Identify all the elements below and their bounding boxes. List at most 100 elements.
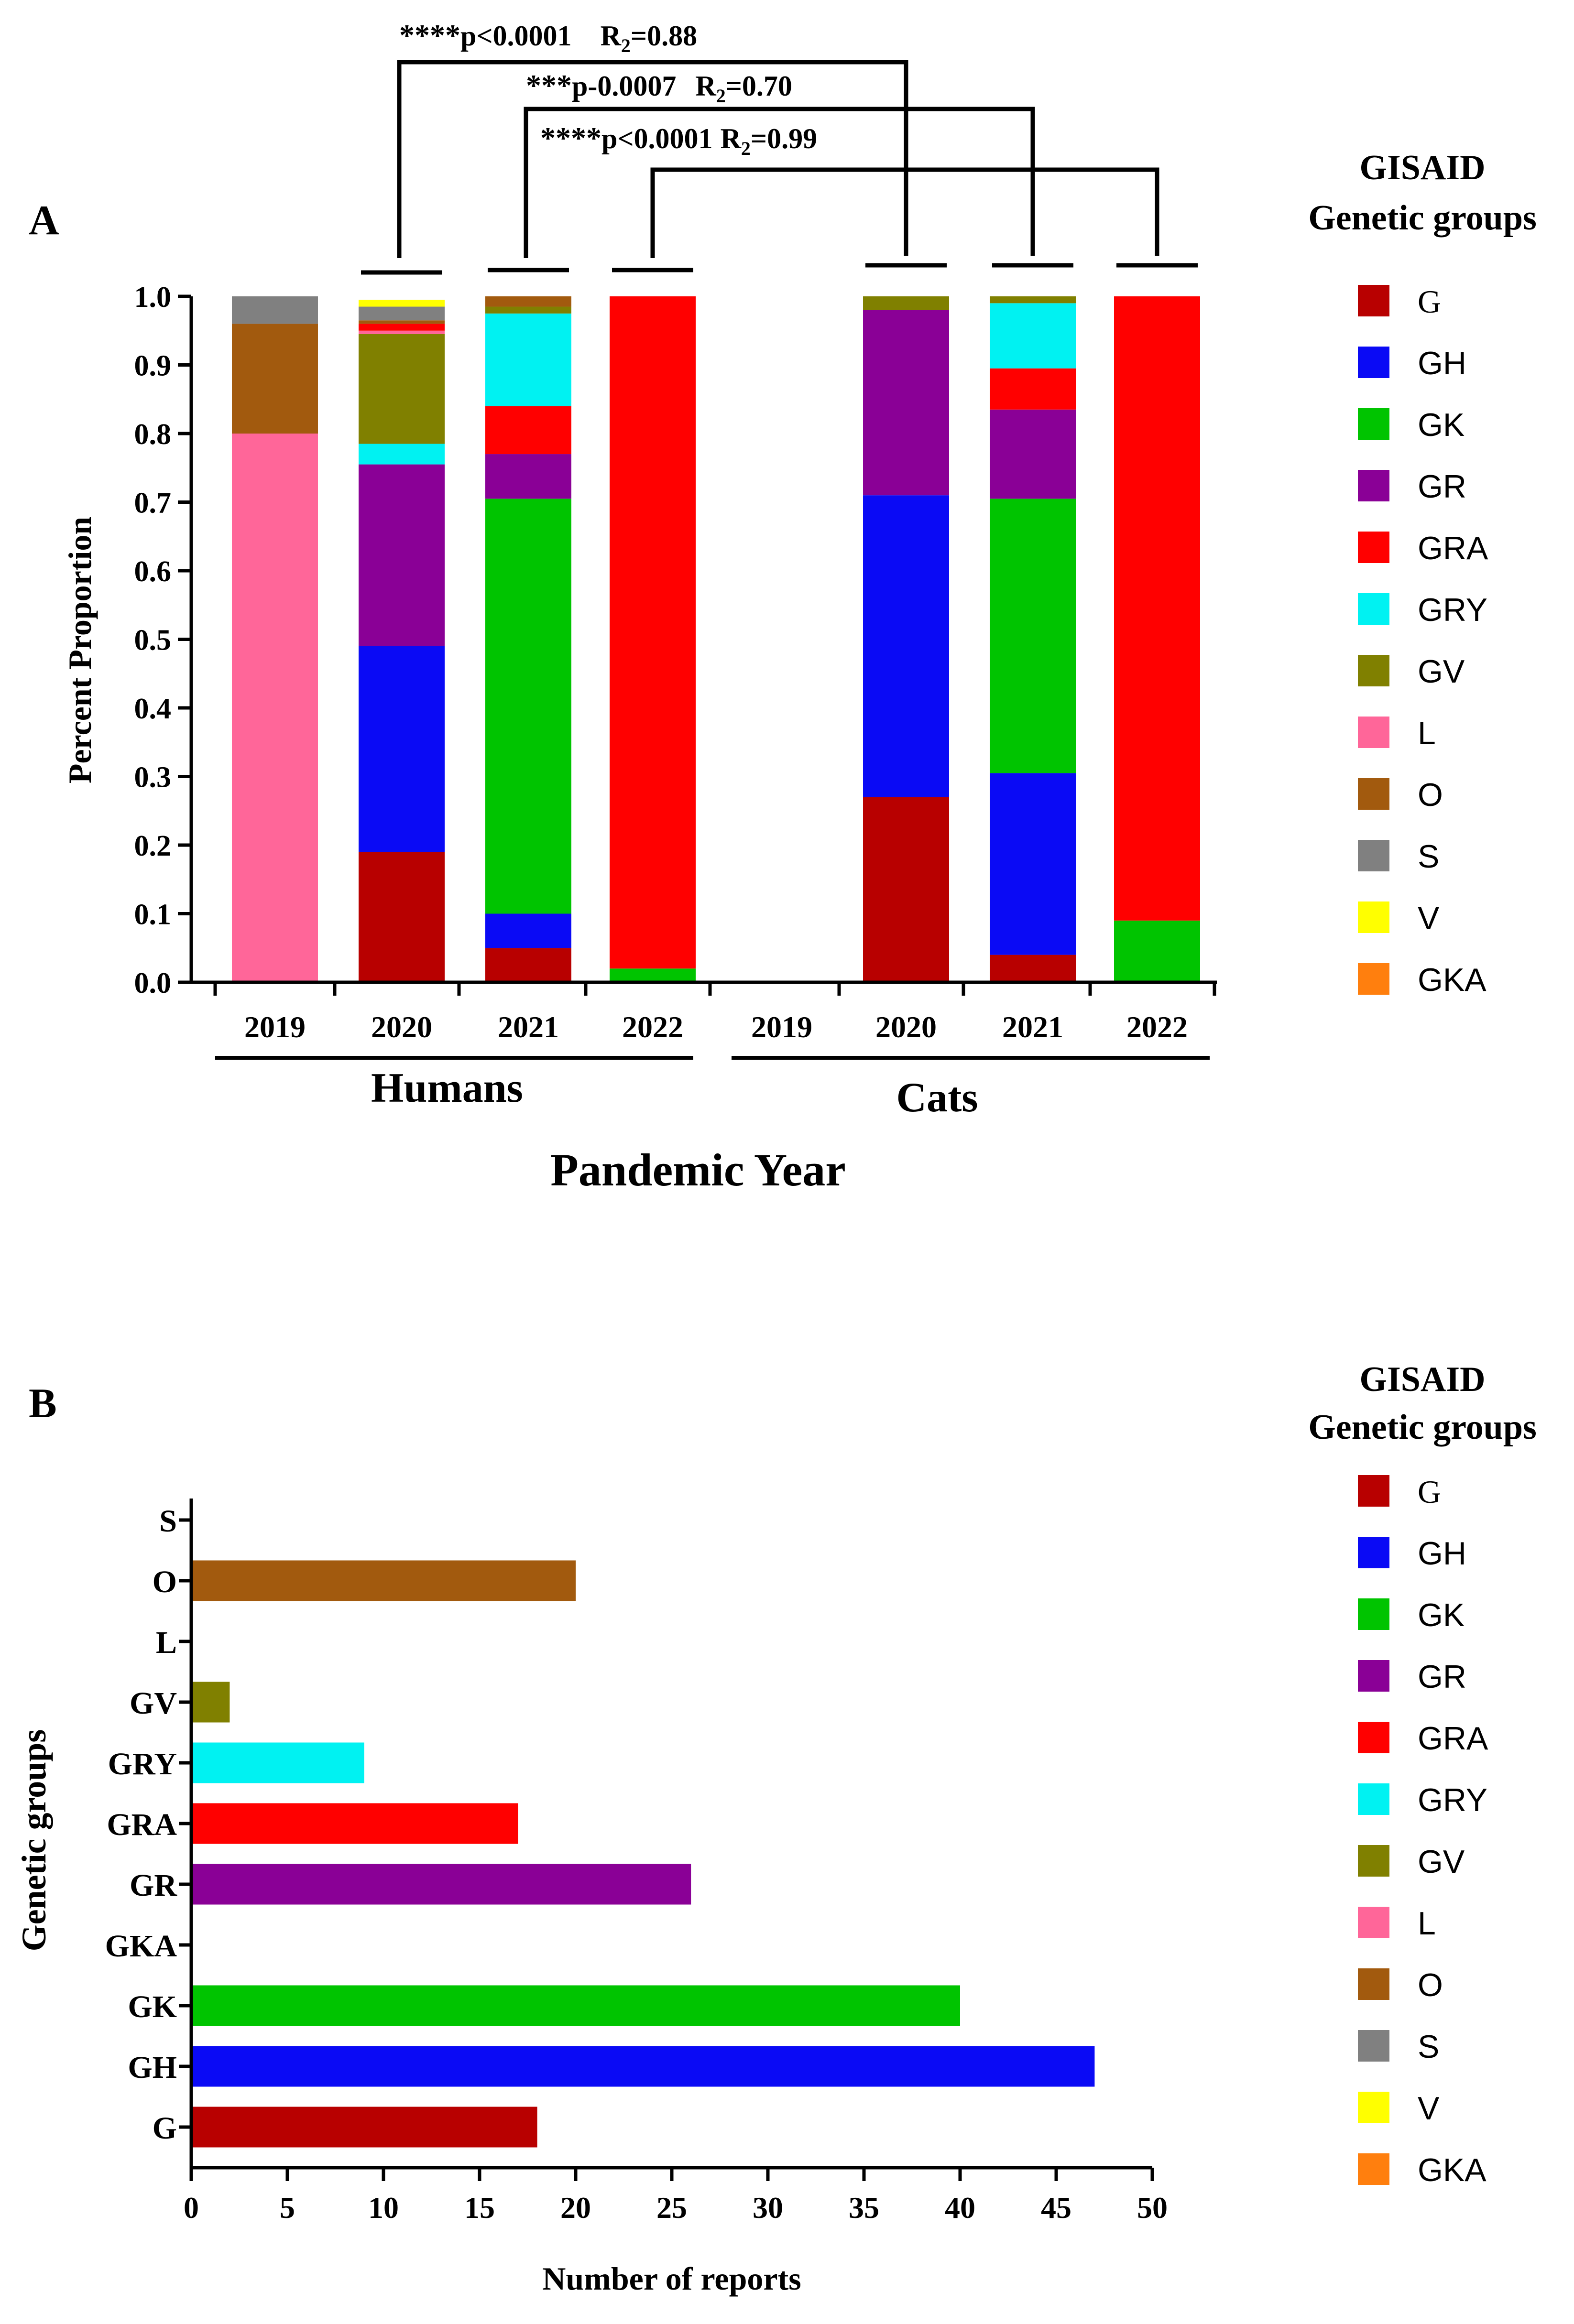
panel-b-ytick-label-GH: GH xyxy=(128,2050,177,2085)
legend-label-GKA: GKA xyxy=(1418,962,1487,998)
legend-swatch-GV xyxy=(1358,1845,1389,1877)
bar-segment-cats-2021-G xyxy=(990,955,1076,982)
bar-reports-GRY xyxy=(191,1742,364,1783)
legend-label-O: O xyxy=(1418,777,1443,813)
legend-a-title-line2: Genetic groups xyxy=(1308,198,1537,238)
legend-label-GK: GK xyxy=(1418,407,1465,443)
panel-b-xtick-label: 50 xyxy=(1137,2191,1168,2225)
panel-b-label: B xyxy=(29,1380,57,1427)
legend-label-GRY: GRY xyxy=(1418,1782,1487,1818)
bar-segment-humans-2020-GV xyxy=(359,334,445,444)
panel-a-ytick-label: 0.1 xyxy=(134,899,172,931)
bar-segment-cats-2021-GK xyxy=(990,499,1076,773)
panel-b-xtick-label: 40 xyxy=(945,2191,975,2225)
legend-label-S: S xyxy=(1418,2029,1439,2065)
bar-segment-cats-2022-GK xyxy=(1114,920,1200,982)
panel-a-ytick-label: 0.3 xyxy=(134,761,172,794)
legend-swatch-GR xyxy=(1358,1660,1389,1692)
panel-b-xtick-label: 15 xyxy=(464,2191,495,2225)
panel-a-xtick-label-cats-2021: 2021 xyxy=(1002,1010,1063,1044)
legend-swatch-S xyxy=(1358,2030,1389,2062)
bar-segment-humans-2020-S xyxy=(359,306,445,321)
panel-b-ytick-label-S: S xyxy=(159,1504,177,1539)
legend-swatch-L xyxy=(1358,717,1389,748)
sig-label-2020: ****p<0.0001 R2=0.88 xyxy=(399,18,697,56)
panel-b-xtick-label: 20 xyxy=(560,2191,591,2225)
legend-label-G: G xyxy=(1418,283,1441,320)
panel-b-xtick-label: 5 xyxy=(280,2191,295,2225)
panel-a-xtick-label-cats-2020: 2020 xyxy=(875,1010,937,1044)
bar-reports-GRA xyxy=(191,1803,518,1844)
panel-b-ylabel: Genetic groups xyxy=(15,1729,53,1952)
legend-b-title-line2: Genetic groups xyxy=(1308,1408,1537,1447)
panel-b-ytick-label-G: G xyxy=(153,2111,177,2146)
panel-b-ytick-label-GK: GK xyxy=(128,1989,177,2024)
legend-swatch-G xyxy=(1358,285,1389,316)
bar-reports-G xyxy=(191,2107,537,2148)
bar-segment-humans-2020-GRY xyxy=(359,444,445,465)
bar-segment-cats-2020-GH xyxy=(863,495,949,797)
legend-swatch-O xyxy=(1358,778,1389,810)
bar-segment-cats-2021-GH xyxy=(990,773,1076,955)
bar-segment-humans-2020-GH xyxy=(359,646,445,852)
panel-a-ytick-label: 0.6 xyxy=(134,555,172,588)
legend-label-V: V xyxy=(1418,2090,1440,2127)
bar-segment-humans-2019-L xyxy=(232,434,318,982)
bar-segment-cats-2021-GR xyxy=(990,409,1076,499)
legend-swatch-GV xyxy=(1358,655,1389,686)
panel-a-label: A xyxy=(29,197,59,244)
sig-label-2021: ***p-0.0007 R2=0.70 xyxy=(526,68,792,107)
bar-reports-O xyxy=(191,1560,576,1601)
panel-b-ytick-label-O: O xyxy=(153,1564,177,1599)
bar-segment-cats-2021-GRY xyxy=(990,303,1076,369)
panel-a-ytick-label: 0.4 xyxy=(134,693,172,725)
significance-brackets xyxy=(361,60,1198,275)
bracket-2020 xyxy=(397,60,908,258)
bar-reports-GK xyxy=(191,1985,960,2026)
legend-swatch-GK xyxy=(1358,408,1389,440)
legend-label-GKA: GKA xyxy=(1418,2152,1487,2188)
bracket-2021 xyxy=(524,107,1035,258)
panel-b-xtick-label: 10 xyxy=(368,2191,399,2225)
bar-segment-cats-2020-GV xyxy=(863,296,949,310)
legend-label-O: O xyxy=(1418,1967,1443,2003)
panel-a-xtick-label-cats-2022: 2022 xyxy=(1126,1010,1188,1044)
panel-a-ytick-label: 0.2 xyxy=(134,830,172,862)
legend-label-GRA: GRA xyxy=(1418,1720,1488,1757)
legend-label-G: G xyxy=(1418,1474,1441,1510)
legend-swatch-GH xyxy=(1358,1537,1389,1568)
bar-segment-humans-2020-GRA xyxy=(359,324,445,331)
legend-swatch-GH xyxy=(1358,347,1389,378)
panel-b-ytick-label-L: L xyxy=(156,1625,177,1660)
panel-a-ytick-label: 0.0 xyxy=(134,967,172,999)
legend-label-GK: GK xyxy=(1418,1597,1465,1633)
panel-a-ylabel: Percent Proportion xyxy=(62,517,98,783)
legend-swatch-GRY xyxy=(1358,593,1389,625)
legend-label-GV: GV xyxy=(1418,1844,1465,1880)
bar-segment-cats-2021-GV xyxy=(990,296,1076,304)
panel-a-ytick-label: 1.0 xyxy=(134,281,172,314)
panel-a-ytick-label: 0.9 xyxy=(134,350,172,382)
bar-segment-humans-2021-GR xyxy=(485,454,571,499)
bar-segment-humans-2021-GRY xyxy=(485,313,571,406)
panel-b-ytick-label-GV: GV xyxy=(130,1686,177,1721)
legend-label-L: L xyxy=(1418,1905,1436,1942)
panel-b-ytick-label-GKA: GKA xyxy=(105,1929,177,1964)
legend-swatch-GRA xyxy=(1358,532,1389,563)
bar-segment-humans-2019-O xyxy=(232,324,318,434)
bar-segment-humans-2020-V xyxy=(359,300,445,307)
panel-b-xlabel: Number of reports xyxy=(542,2260,801,2297)
legend-panel-b: GISAID Genetic groups G GH GK GR GRA GRY GV LOS… xyxy=(1308,1360,1537,2188)
legend-swatch-GR xyxy=(1358,470,1389,501)
bar-segment-humans-2020-GR xyxy=(359,464,445,646)
legend-label-GV: GV xyxy=(1418,653,1465,690)
panel-a-xtick-label-humans-2022: 2022 xyxy=(622,1010,683,1044)
bar-segment-humans-2019-S xyxy=(232,296,318,324)
bar-reports-GH xyxy=(191,2046,1095,2087)
bar-segment-cats-2022-GRA xyxy=(1114,296,1200,921)
legend-label-GRA: GRA xyxy=(1418,530,1488,566)
legend-label-GH: GH xyxy=(1418,1535,1466,1572)
legend-swatch-V xyxy=(1358,2092,1389,2123)
panel-a-ytick-label: 0.7 xyxy=(134,487,172,520)
